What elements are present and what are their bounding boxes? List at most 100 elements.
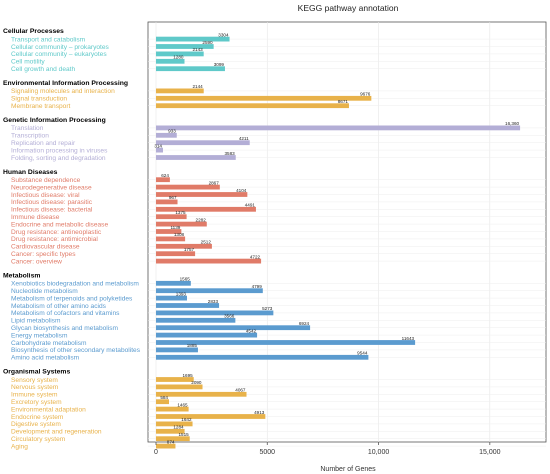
- category-label: Drug resistance: antineoplastic: [11, 229, 102, 236]
- bars: 3304 2590 2143 1280 3099 2144 9676 8671 16,360 93…: [154, 32, 521, 449]
- bar-value-label: 2867: [209, 180, 220, 185]
- category-label: Lipid metabolism: [11, 318, 61, 325]
- bar: [156, 184, 220, 190]
- bar: [156, 317, 236, 323]
- category-label: Xenobiotics biodegradation and metabolis…: [11, 281, 139, 288]
- category-label: Translation: [11, 125, 44, 132]
- bar-value-label: 933: [168, 129, 176, 134]
- bar-value-label: 584: [160, 395, 168, 400]
- category-label: Carbohydrate metabolism: [11, 340, 87, 347]
- bar-value-label: 3304: [218, 32, 229, 37]
- bar-value-label: 4211: [239, 136, 249, 141]
- x-tick-label: 15,000: [479, 449, 501, 456]
- bar-value-label: 2833: [208, 299, 219, 304]
- category-label: Biosynthesis of other secondary metaboli…: [11, 347, 141, 354]
- category-label: Cardiovascular disease: [11, 244, 80, 251]
- group-header: Environmental Information Processing: [3, 80, 128, 87]
- bar-value-label: 2144: [192, 84, 203, 89]
- bar-value-label: 1465: [177, 402, 188, 407]
- category-label: Replication and repair: [11, 140, 76, 147]
- category-label: Signal transduction: [11, 96, 67, 103]
- bar: [156, 414, 266, 419]
- bar: [156, 406, 189, 412]
- bar-value-label: 3566: [224, 314, 235, 319]
- category-label: Infectious disease: bacterial: [11, 207, 93, 214]
- bar-value-label: 4799: [252, 284, 263, 289]
- category-label: Immune disease: [11, 214, 60, 221]
- bar: [156, 125, 521, 131]
- bar-value-label: 4542: [246, 328, 257, 333]
- bar: [156, 325, 311, 331]
- category-label: Digestive system: [11, 421, 61, 428]
- category-label: Infectious disease: parasitic: [11, 199, 93, 206]
- bar: [156, 236, 186, 242]
- group-header: Human Diseases: [3, 169, 58, 176]
- category-label: Immune system: [11, 392, 58, 399]
- bar-value-label: 9676: [360, 92, 371, 97]
- bar: [156, 88, 204, 94]
- bar-value-label: 1565: [180, 277, 191, 282]
- bar-value-label: 6924: [299, 321, 310, 326]
- bar: [156, 214, 187, 220]
- bar-value-label: 2090: [191, 380, 202, 385]
- category-label: Transport and catabolism: [11, 36, 86, 43]
- bar: [156, 44, 214, 49]
- bar: [156, 66, 225, 72]
- bar-value-label: 1139: [170, 225, 180, 230]
- bar: [156, 295, 188, 301]
- category-label: Excretory system: [11, 399, 62, 406]
- bar-value-label: 2590: [202, 40, 213, 45]
- group-header: Genetic Information Processing: [3, 117, 106, 124]
- x-tick-label: 10,000: [368, 449, 390, 456]
- bar-value-label: 2143: [192, 47, 203, 52]
- bar: [156, 147, 163, 153]
- bar: [156, 177, 170, 183]
- category-label: Infectious disease: viral: [11, 192, 80, 199]
- bar: [156, 243, 212, 249]
- bar-value-label: 1280: [173, 55, 184, 60]
- bar: [156, 206, 256, 212]
- group-header: Cellular Processes: [3, 28, 64, 35]
- bar-value-label: 1375: [175, 210, 186, 215]
- bar-value-label: 9544: [357, 351, 368, 356]
- bar-value-label: 11643: [402, 336, 415, 341]
- category-label: Cancer: specific types: [11, 251, 76, 258]
- bar: [156, 347, 198, 353]
- category-label: Endocrine and metabolic disease: [11, 221, 108, 228]
- x-tick-label: 0: [154, 449, 158, 456]
- category-label: Aging: [11, 443, 28, 450]
- group-header: Organismal Systems: [3, 369, 70, 376]
- category-label: Nucleotide metabolism: [11, 288, 78, 295]
- bar-value-label: 1695: [182, 373, 193, 378]
- bar-value-label: 3583: [225, 151, 236, 156]
- bar-value-label: 314: [154, 143, 162, 148]
- bar: [156, 36, 230, 42]
- bar-value-label: 624: [161, 173, 169, 178]
- category-label: Endocrine system: [11, 414, 64, 421]
- bar-value-label: 1393: [176, 291, 187, 296]
- category-label: Cell motility: [11, 59, 45, 66]
- bar: [156, 332, 258, 338]
- category-label: Sensory system: [11, 377, 58, 384]
- bar: [156, 155, 236, 160]
- bar-value-label: 2282: [196, 217, 207, 222]
- bar-value-label: 2512: [201, 240, 212, 245]
- category-label: Cell growth and death: [11, 66, 75, 73]
- bar-value-label: 3099: [214, 62, 225, 67]
- bar: [156, 310, 274, 316]
- chart-title: KEGG pathway annotation: [298, 3, 399, 13]
- bar-value-label: 5273: [262, 306, 273, 311]
- bar: [156, 251, 196, 257]
- category-label: Cellular community – eukaryotes: [11, 51, 107, 58]
- bar-value-label: 1308: [174, 232, 185, 237]
- category-label: Membrane transport: [11, 103, 71, 110]
- category-label: Cellular community – prokaryotes: [11, 44, 110, 51]
- category-label: Nervous system: [11, 384, 59, 391]
- category-label: Substance dependence: [11, 177, 81, 184]
- bar-value-label: 1515: [178, 432, 189, 437]
- category-label: Environmental adaptation: [11, 406, 86, 413]
- x-tick-label: 5000: [259, 449, 275, 456]
- category-label: Folding, sorting and degradation: [11, 155, 106, 162]
